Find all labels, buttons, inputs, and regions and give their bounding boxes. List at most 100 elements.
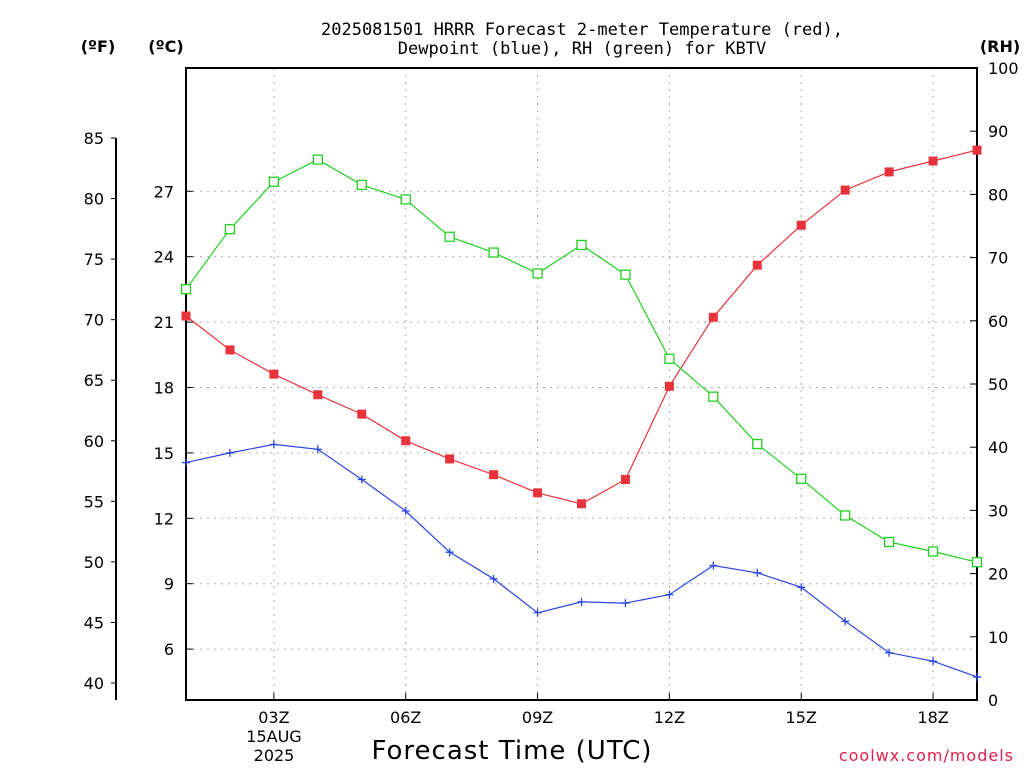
rh-point [180,284,192,295]
dewpoint-point [709,561,718,570]
dewpoint-point [797,583,806,592]
data-series [180,145,983,681]
temperature-point [884,167,894,177]
temperature-point [840,185,850,195]
celsius-tick-label: 21 [154,313,174,332]
rh-tick-label: 20 [988,565,1008,584]
temperature-point [489,470,499,480]
fahrenheit-tick-label: 55 [84,492,104,511]
dewpoint-line [185,443,978,678]
fahrenheit-tick-label: 65 [84,371,104,390]
date-label-year: 2025 [254,746,295,765]
temperature-point [708,312,718,322]
temperature-point [664,381,674,391]
axes: 40 45 50 55 60 65 70 75 80 85 6 9 12 15 18 21 24 27 0 10 20 3… [84,59,1019,727]
fahrenheit-tick-label: 50 [84,553,104,572]
dewpoint-point [357,475,366,484]
fahrenheit-tick-label: 40 [84,674,104,693]
celsius-tick-label: 6 [164,640,174,659]
temperature-point [445,454,455,464]
rh-point [312,154,323,165]
celsius-tick-label: 27 [154,182,174,201]
x-tick-label: 15Z [786,708,817,727]
dewpoint-point [489,574,498,583]
rh-tick-label: 90 [988,122,1008,141]
fahrenheit-unit-label: (ºF) [81,37,116,56]
rh-tick-label: 100 [988,59,1019,78]
celsius-tick-label: 9 [164,575,174,594]
x-tick-label: 12Z [654,708,685,727]
rh-point [268,176,280,187]
rh-tick-label: 70 [988,249,1008,268]
temperature-point [181,311,191,321]
x-tick-label: 06Z [390,708,421,727]
chart-title-line2: Dewpoint (blue), RH (green) for KBTV [398,39,766,59]
dewpoint-point [445,548,454,557]
dewpoint-point [533,608,542,617]
temperature-point [796,220,806,230]
rh-point [488,247,499,258]
rh-tick-label: 30 [988,501,1008,520]
dewpoint-point [577,597,586,606]
fahrenheit-tick-label: 60 [84,432,104,451]
rh-point [796,473,807,484]
fahrenheit-tick-label: 80 [84,190,104,209]
dewpoint-point [182,458,190,467]
x-axis-label: Forecast Time (UTC) [371,736,652,766]
dewpoint-point [401,507,410,516]
fahrenheit-tick-label: 85 [84,129,104,148]
temperature-point [752,260,762,270]
rh-tick-label: 50 [988,375,1008,394]
temperature-line [185,149,978,505]
rh-point [356,179,367,191]
rh-tick-label: 40 [988,438,1008,457]
rh-point [752,438,763,450]
rh-point [664,353,675,364]
temperature-point [533,488,543,498]
temperature-point [928,156,938,166]
rh-point [576,239,587,251]
celsius-tick-label: 18 [154,378,174,397]
dewpoint-point [225,448,234,457]
rh-tick-label: 80 [988,185,1008,204]
dewpoint-point [841,617,850,626]
x-tick-label: 03Z [258,708,289,727]
temperature-point [357,409,367,419]
dewpoint-point [973,672,981,681]
temperature-point [269,369,279,379]
rh-unit-label: (RH) [980,37,1020,56]
dewpoint-point [753,568,762,577]
dewpoint-point [885,648,894,657]
date-label-day: 15AUG [246,727,301,746]
rh-point [971,557,983,568]
dewpoint-point [269,440,278,449]
celsius-tick-label: 15 [154,444,174,463]
temperature-point [225,345,235,355]
temperature-point [313,390,323,400]
temperature-point [972,145,982,155]
fahrenheit-tick-label: 70 [84,311,104,330]
temperature-point [577,499,586,509]
rh-tick-label: 10 [988,628,1008,647]
rh-point [224,224,236,235]
fahrenheit-tick-label: 45 [84,613,104,632]
rh-point [708,391,719,402]
rh-point [620,269,631,280]
rh-tick-label: 60 [988,312,1008,331]
rh-tick-label: 0 [988,691,998,710]
celsius-tick-label: 24 [154,248,174,267]
rh-point [927,546,939,557]
dewpoint-point [313,445,322,454]
x-tick-label: 18Z [917,708,948,727]
temperature-point [620,475,630,485]
chart-title-line1: 2025081501 HRRR Forecast 2-meter Tempera… [321,20,843,40]
dewpoint-point [929,657,938,666]
credit-text: coolwx.com/models [839,746,1014,765]
rh-point [444,231,455,242]
dewpoint-point [665,590,674,599]
rh-point [532,268,543,279]
rh-point [400,194,411,205]
rh-point [883,536,895,548]
rh-point [840,510,851,521]
